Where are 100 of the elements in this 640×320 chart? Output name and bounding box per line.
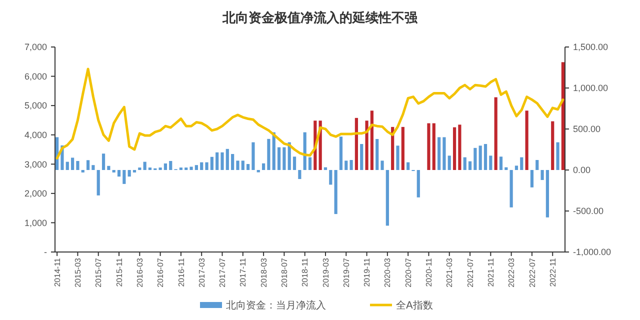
y-tick-label: 6,000 bbox=[24, 71, 47, 82]
y2-tick-label: 0.00 bbox=[573, 165, 591, 176]
bar bbox=[556, 142, 560, 170]
bar bbox=[200, 162, 204, 170]
x-tick-label: 2021-03 bbox=[445, 257, 454, 288]
bar bbox=[262, 163, 266, 170]
bar bbox=[530, 170, 534, 188]
bar bbox=[432, 123, 436, 170]
bar bbox=[339, 136, 343, 170]
bar bbox=[468, 161, 472, 170]
bar bbox=[303, 132, 306, 170]
bar bbox=[117, 170, 121, 177]
bar bbox=[246, 164, 250, 170]
bar bbox=[520, 157, 524, 170]
bar bbox=[308, 157, 312, 170]
x-tick-label: 2015-07 bbox=[94, 257, 104, 288]
x-tick-label: 2016-03 bbox=[135, 257, 144, 288]
bar bbox=[86, 160, 90, 170]
y-tick-label: 1,000 bbox=[24, 218, 47, 228]
bar bbox=[236, 160, 240, 170]
bar bbox=[510, 170, 513, 208]
bar bbox=[360, 144, 364, 170]
bar bbox=[66, 162, 69, 170]
x-tick-label: 2015-03 bbox=[74, 257, 83, 288]
chart-title: 北向资金极值净流入的延续性不强 bbox=[222, 10, 418, 26]
bar bbox=[190, 166, 193, 170]
bar bbox=[401, 126, 404, 170]
bar bbox=[427, 123, 430, 170]
bar bbox=[494, 97, 498, 170]
x-tick-label: 2019-07 bbox=[342, 257, 351, 288]
bar bbox=[329, 170, 332, 185]
bar bbox=[416, 170, 420, 198]
y2-tick-label: -1,000.00 bbox=[573, 247, 612, 258]
bar bbox=[354, 118, 358, 170]
x-tick-label: 2019-11 bbox=[362, 257, 372, 287]
legend-label: 全A指数 bbox=[396, 300, 433, 312]
bar bbox=[92, 165, 95, 170]
bar bbox=[220, 152, 224, 170]
x-tick-label: 2018-07 bbox=[280, 257, 289, 288]
bar bbox=[365, 120, 368, 170]
x-tick-label: 2016-11 bbox=[176, 257, 186, 287]
x-tick-label: 2021-11 bbox=[486, 257, 496, 287]
y-tick-label: 7,000 bbox=[24, 42, 47, 52]
bar bbox=[380, 160, 384, 170]
bar bbox=[96, 170, 100, 196]
bar bbox=[438, 137, 441, 170]
bar bbox=[370, 110, 374, 170]
x-tick-label: 2018-11 bbox=[300, 257, 310, 287]
bar bbox=[241, 160, 244, 170]
x-tick-label: 2018-03 bbox=[259, 257, 268, 288]
bar bbox=[463, 157, 466, 170]
bar bbox=[252, 142, 255, 170]
x-tick-label: 2021-07 bbox=[466, 257, 475, 288]
bar bbox=[210, 156, 214, 170]
x-tick-label: 2017-03 bbox=[197, 257, 206, 288]
bar bbox=[128, 170, 131, 177]
bar bbox=[540, 170, 544, 180]
y-tick-label: 2,000 bbox=[24, 188, 47, 199]
bar bbox=[484, 144, 488, 170]
x-tick-label: 2014-11 bbox=[52, 257, 62, 287]
bar bbox=[231, 154, 234, 170]
x-tick-label: 2020-07 bbox=[404, 257, 413, 288]
y2-tick-label: 500.00 bbox=[573, 124, 601, 134]
bar bbox=[282, 147, 286, 170]
legend-label: 北向资金：当月净流入 bbox=[226, 300, 326, 312]
bar bbox=[216, 152, 219, 170]
x-tick-label: 2019-03 bbox=[321, 257, 330, 288]
y-tick-label: 3,000 bbox=[24, 159, 47, 170]
bar bbox=[107, 166, 110, 170]
bar bbox=[474, 148, 477, 170]
bar bbox=[561, 62, 564, 170]
bar bbox=[525, 110, 528, 170]
bar bbox=[499, 156, 503, 170]
bar bbox=[205, 162, 208, 170]
y-tick-label: - bbox=[44, 247, 47, 258]
x-tick-label: 2022-07 bbox=[528, 257, 537, 288]
bar bbox=[376, 139, 379, 170]
y-tick-label: 4,000 bbox=[24, 130, 47, 140]
bar bbox=[514, 166, 518, 170]
x-tick-label: 2022-11 bbox=[548, 257, 558, 287]
bar bbox=[226, 148, 229, 170]
bar bbox=[298, 170, 302, 180]
bar bbox=[143, 162, 146, 170]
bar bbox=[267, 138, 270, 170]
bar bbox=[350, 160, 353, 170]
bar bbox=[169, 160, 172, 170]
bar bbox=[194, 165, 198, 170]
bar bbox=[452, 127, 456, 170]
y2-tick-label: 1,000.00 bbox=[573, 83, 608, 94]
bar bbox=[442, 137, 446, 170]
bar bbox=[551, 121, 554, 170]
bar bbox=[386, 170, 389, 226]
x-tick-label: 2022-03 bbox=[507, 257, 516, 288]
y2-tick-label: 1,500.00 bbox=[573, 42, 608, 52]
bar bbox=[478, 146, 482, 170]
bar bbox=[396, 146, 400, 170]
bar bbox=[536, 160, 539, 170]
x-tick-label: 2017-11 bbox=[238, 257, 248, 287]
bar bbox=[76, 160, 80, 170]
line-series bbox=[56, 68, 564, 160]
